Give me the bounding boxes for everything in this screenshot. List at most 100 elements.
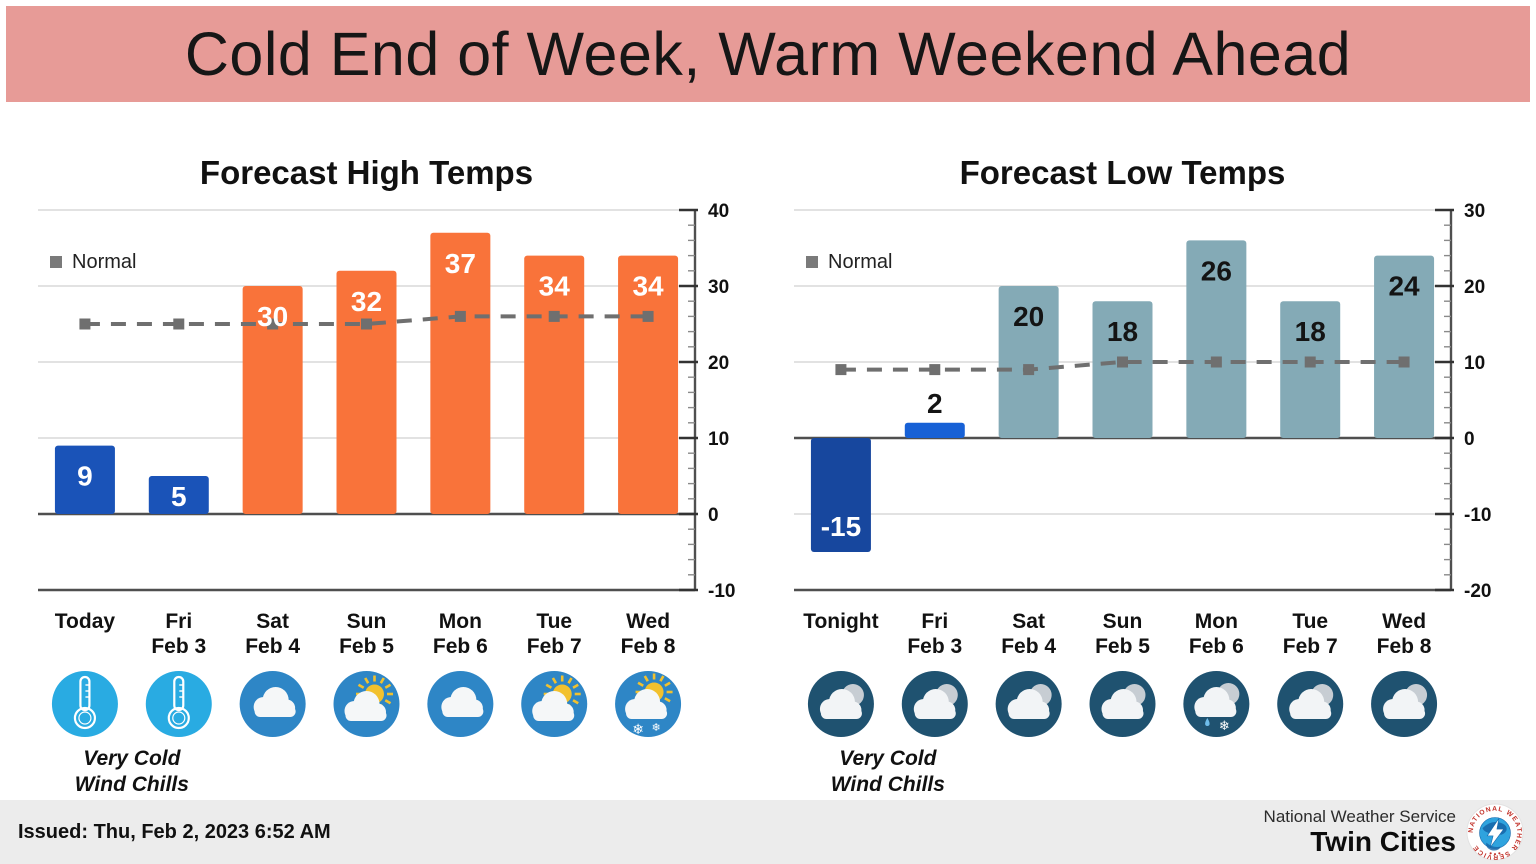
bar-value-label: 26 (1201, 255, 1232, 286)
svg-text:❄: ❄ (1219, 718, 1230, 733)
main-title: Cold End of Week, Warm Weekend Ahead (184, 20, 1352, 88)
bar-wed-feb-8 (618, 255, 679, 514)
bar-value-label: 24 (1388, 271, 1420, 302)
y-tick-label: 20 (1464, 277, 1485, 298)
bar-value-label: 32 (351, 286, 382, 317)
low-temps-title: Forecast Low Temps (959, 154, 1286, 191)
svg-text:❄: ❄ (651, 722, 660, 734)
y-tick-label: 0 (1464, 429, 1475, 450)
bar-wed-feb-8 (1374, 255, 1435, 438)
category-label: Feb 8 (621, 635, 676, 658)
category-label: Sat (256, 610, 289, 633)
normal-marker (173, 318, 185, 330)
category-label: Feb 4 (1001, 635, 1056, 658)
bar-sat-feb-4 (998, 286, 1059, 438)
nws-logo-lightning (1486, 818, 1505, 848)
legend-marker (806, 256, 818, 268)
y-tick-label: 10 (708, 429, 729, 450)
y-tick-label: 20 (708, 353, 729, 374)
bar-value-label: 34 (632, 271, 664, 302)
bar-tue-feb-7 (1280, 301, 1341, 438)
note-line: Wind Chills (75, 773, 189, 796)
bar-mon-feb-6 (430, 232, 491, 515)
y-tick-label: -20 (1464, 581, 1491, 602)
thermometer-icon (51, 671, 118, 737)
y-tick-label: -10 (708, 581, 735, 602)
category-label: Wed (626, 610, 670, 633)
bar-sun-feb-5 (336, 270, 397, 514)
cloudy-night-icon (1371, 671, 1438, 737)
high-temps-title: Forecast High Temps (199, 154, 534, 191)
category-label: Sun (347, 610, 387, 633)
category-label: Feb 3 (907, 635, 962, 658)
bar-value-label: 37 (445, 248, 476, 279)
legend-label: Normal (72, 251, 136, 273)
category-label: Feb 5 (1095, 635, 1150, 658)
bar-sun-feb-5 (1092, 301, 1153, 438)
legend-marker (50, 256, 62, 268)
bar-tue-feb-7 (524, 255, 585, 514)
normal-marker (1210, 356, 1222, 368)
banner: Cold End of Week, Warm Weekend Ahead (6, 6, 1530, 102)
cloudy-night-icon (1089, 671, 1156, 737)
bar-value-label: -15 (821, 511, 861, 542)
footer-office-name: Twin Cities (1310, 825, 1456, 857)
category-label: Fri (165, 610, 192, 633)
bar-value-label: 5 (171, 481, 187, 512)
cloudy-night-mix-icon: ❄ (1183, 671, 1250, 737)
issued-timestamp: Issued: Thu, Feb 2, 2023 6:52 AM (18, 820, 331, 843)
category-label: Tonight (803, 610, 878, 633)
bar-fri-feb-3 (148, 476, 209, 514)
normal-marker (1304, 356, 1316, 368)
partly-sunny-snow-icon: ❄ ❄ (615, 671, 682, 737)
normal-marker (1398, 356, 1410, 368)
normal-marker (361, 318, 372, 330)
y-tick-label: 0 (708, 505, 719, 526)
cloudy-day-icon (427, 671, 494, 737)
footer-branding: National Weather Service Twin Cities NAT… (1264, 803, 1524, 861)
category-label: Fri (921, 610, 948, 633)
bar-value-label: 9 (77, 461, 93, 492)
bar-mon-feb-6 (1186, 240, 1247, 438)
bar-sat-feb-4 (242, 286, 303, 514)
bar-fri-feb-3 (904, 422, 965, 438)
category-label: Feb 6 (433, 635, 488, 658)
svg-text:❄: ❄ (632, 721, 644, 737)
normal-marker (454, 310, 466, 322)
category-label: Feb 8 (1377, 635, 1432, 658)
normal-marker (1117, 356, 1128, 368)
bar-value-label: 2 (927, 388, 943, 419)
footer-org-name: National Weather Service (1263, 806, 1456, 826)
category-label: Feb 7 (527, 635, 582, 658)
category-label: Sat (1012, 610, 1045, 633)
bar-value-label: 20 (1013, 301, 1044, 332)
normal-marker (929, 364, 941, 376)
y-tick-label: -10 (1464, 505, 1491, 526)
cloudy-night-icon (901, 671, 968, 737)
legend-label: Normal (828, 251, 892, 273)
normal-marker (642, 310, 654, 322)
category-label: Tue (536, 610, 572, 633)
category-label: Tue (1292, 610, 1328, 633)
category-label: Mon (439, 610, 482, 633)
note-line: Very Cold (83, 747, 181, 770)
category-label: Mon (1195, 610, 1238, 633)
normal-marker (267, 318, 279, 330)
y-tick-label: 40 (708, 201, 729, 222)
bar-value-label: 18 (1107, 316, 1138, 347)
bar-value-label: 30 (257, 301, 288, 332)
category-label: Feb 6 (1189, 635, 1244, 658)
category-label: Sun (1103, 610, 1143, 633)
category-label: Today (55, 610, 116, 633)
low-temps-chart: -20 -10 0 10 20 30 -15 2 20 18 26 18 24 Normal Tonight… (794, 201, 1491, 796)
note-line: Very Cold (839, 747, 937, 770)
category-label: Feb 5 (339, 635, 394, 658)
cloudy-night-icon (1277, 671, 1344, 737)
partly-sunny-icon (521, 671, 588, 737)
cloudy-night-icon (807, 671, 874, 737)
category-label: Wed (1382, 610, 1426, 633)
bar-value-label: 18 (1295, 316, 1326, 347)
normal-marker (548, 310, 560, 322)
